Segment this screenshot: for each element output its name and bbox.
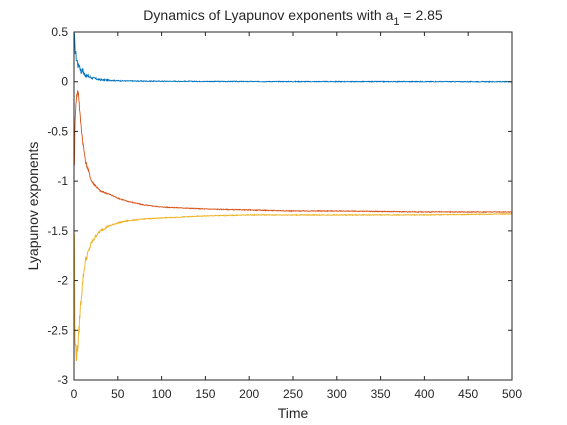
x-tick-label: 300 bbox=[327, 387, 347, 401]
series-line-1 bbox=[73, 32, 513, 84]
y-axis-label: Lyapunov exponents bbox=[25, 142, 41, 271]
y-tick-label: -2.5 bbox=[47, 323, 68, 337]
y-tick-label: 0 bbox=[61, 75, 68, 89]
plot-area bbox=[74, 32, 512, 380]
x-tick-label: 50 bbox=[111, 387, 125, 401]
chart-title-subscript: 1 bbox=[393, 16, 399, 28]
x-tick-label: 250 bbox=[283, 387, 303, 401]
series-line-3 bbox=[73, 212, 513, 361]
x-tick-label: 350 bbox=[371, 387, 391, 401]
chart-title-main: Dynamics of Lyapunov exponents with a bbox=[143, 7, 393, 23]
x-tick-label: 150 bbox=[195, 387, 215, 401]
axes-box bbox=[73, 31, 513, 381]
chart-title: Dynamics of Lyapunov exponents with a1 =… bbox=[143, 7, 443, 28]
y-tick-label: -1 bbox=[57, 174, 68, 188]
x-tick-label: 200 bbox=[239, 387, 259, 401]
y-tick-label: -3 bbox=[57, 373, 68, 387]
y-tick-label: -0.5 bbox=[47, 124, 68, 138]
series-layer bbox=[73, 32, 513, 361]
x-tick-label: 450 bbox=[458, 387, 478, 401]
x-axis-label: Time bbox=[278, 405, 309, 421]
x-tick-label: 500 bbox=[502, 387, 522, 401]
y-axis-ticks: -3 -2.5 -2 -1.5 -1 -0.5 0 0.5 bbox=[47, 25, 512, 387]
series-line-2 bbox=[73, 90, 513, 214]
x-axis-ticks: 0 50 100 150 200 250 300 350 400 450 500 bbox=[71, 32, 522, 401]
y-tick-label: -1.5 bbox=[47, 224, 68, 238]
x-tick-label: 100 bbox=[152, 387, 172, 401]
y-tick-label: 0.5 bbox=[51, 25, 68, 39]
y-tick-label: -2 bbox=[57, 274, 68, 288]
x-tick-label: 0 bbox=[71, 387, 78, 401]
x-tick-label: 400 bbox=[414, 387, 434, 401]
chart-title-suffix: = 2.85 bbox=[400, 7, 443, 23]
